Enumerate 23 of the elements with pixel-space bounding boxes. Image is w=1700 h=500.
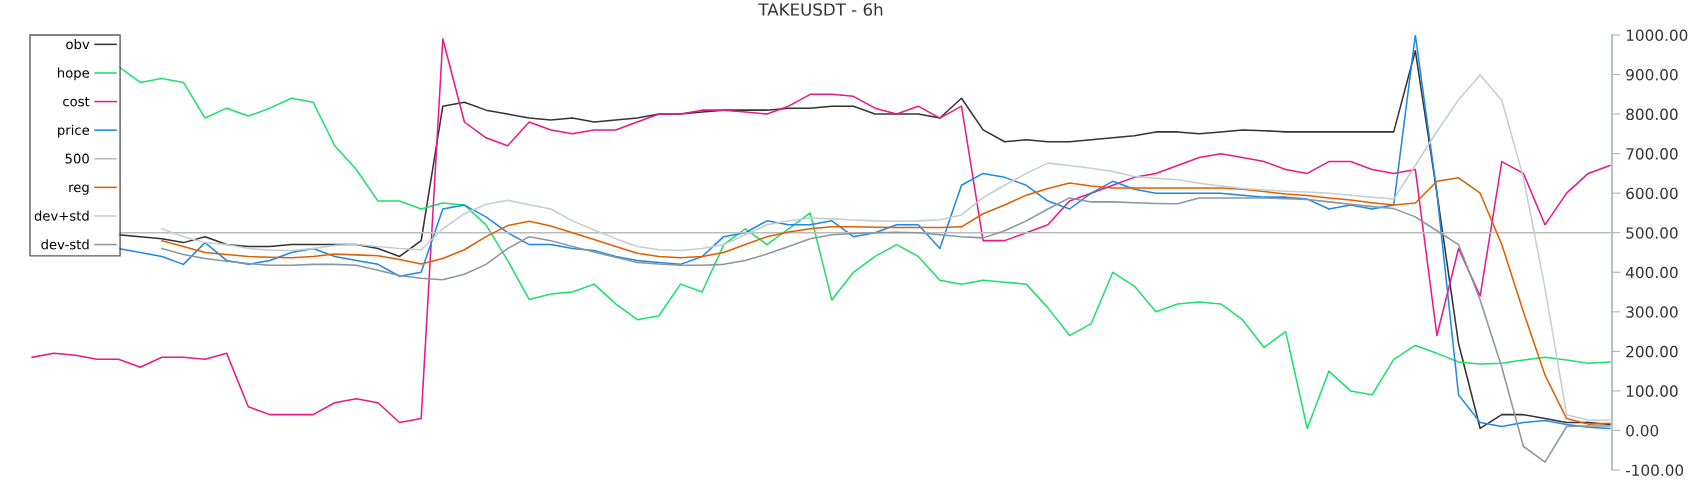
y-tick-label: 400.00 xyxy=(1625,266,1678,279)
legend-label: reg xyxy=(69,184,89,195)
line-series xyxy=(161,197,1611,463)
line-series xyxy=(161,176,1611,425)
legend-label: dev+std xyxy=(34,210,89,221)
legend-label: cost xyxy=(63,96,90,107)
y-tick-label: 500.00 xyxy=(1626,227,1678,239)
y-tick-label: -100.00 xyxy=(1625,464,1684,477)
y-tick-label: 300.00 xyxy=(1626,306,1678,318)
legend-label: dev-std xyxy=(41,239,89,250)
y-tick-label: 100.00 xyxy=(1626,385,1678,397)
legend-label: price xyxy=(58,124,90,138)
legend-label: 500 xyxy=(65,153,89,164)
legend-label: obv xyxy=(66,38,90,50)
y-tick-label: 0.00 xyxy=(1626,424,1659,437)
chart-title: TAKEUSDT - 6h xyxy=(758,2,883,16)
y-tick-label: 900.00 xyxy=(1626,69,1678,81)
y-tick-label: 700.00 xyxy=(1626,148,1678,160)
y-tick-label: 600.00 xyxy=(1626,187,1678,200)
y-tick-label: 800.00 xyxy=(1626,108,1678,121)
legend-label: hope xyxy=(58,67,90,81)
y-tick-label: 1000.00 xyxy=(1626,29,1688,42)
y-tick-label: 200.00 xyxy=(1626,345,1678,358)
